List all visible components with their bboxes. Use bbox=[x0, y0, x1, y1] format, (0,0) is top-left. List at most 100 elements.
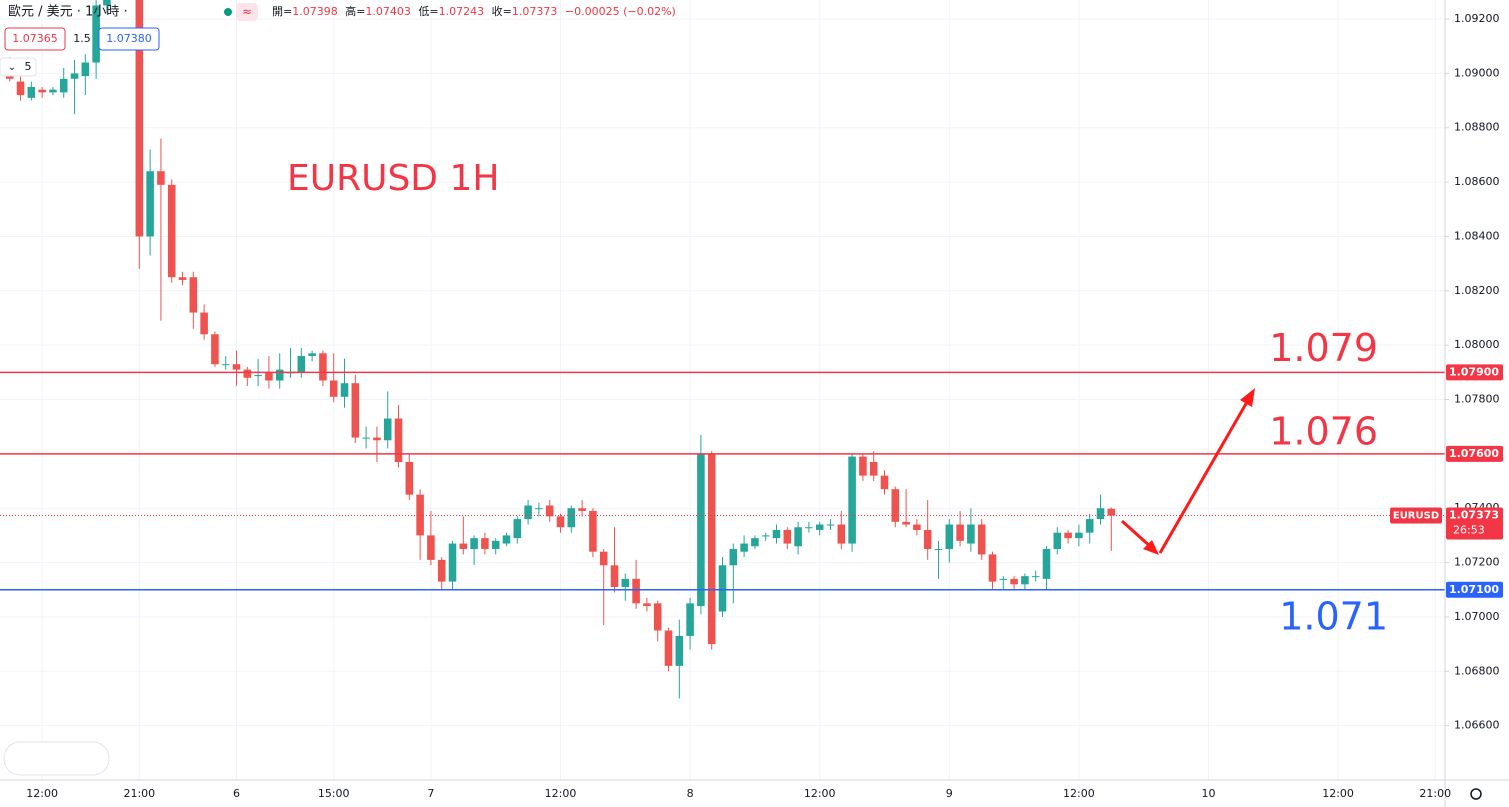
sell-button[interactable] bbox=[4, 27, 66, 51]
candle-body bbox=[59, 78, 68, 93]
x-tick-label: 9 bbox=[946, 787, 953, 800]
candle-body bbox=[1053, 532, 1062, 549]
candle-body bbox=[491, 540, 500, 549]
candle-body bbox=[956, 524, 964, 541]
ohlc: 開=1.07398 高=1.07403 低=1.07243 收=1.07373 … bbox=[272, 4, 676, 18]
candle-body bbox=[297, 356, 306, 373]
candle-body bbox=[254, 375, 262, 377]
candle-body bbox=[383, 418, 392, 441]
candle-body bbox=[351, 383, 360, 438]
symbol-box bbox=[1390, 507, 1442, 524]
candle-body bbox=[146, 171, 154, 237]
symbol-label: EURUSD bbox=[1393, 511, 1439, 522]
buy-button[interactable] bbox=[98, 27, 160, 51]
candle-body bbox=[481, 538, 489, 549]
candle-body bbox=[1064, 532, 1072, 539]
x-tick-label: 10 bbox=[1201, 787, 1215, 800]
candle-body bbox=[405, 462, 414, 495]
indicators-count[interactable]: 5 bbox=[25, 60, 32, 73]
candle-body bbox=[103, 0, 111, 6]
candle-body bbox=[772, 529, 781, 539]
candle-body bbox=[740, 543, 748, 552]
x-tick-label: 6 bbox=[233, 787, 240, 800]
buy-price[interactable]: 1.07380 bbox=[106, 32, 152, 45]
close: 1.07373 bbox=[512, 5, 558, 18]
arrow-down bbox=[1120, 519, 1154, 550]
candle-body bbox=[513, 519, 522, 539]
candle-body bbox=[416, 494, 424, 536]
level-annotation: 1.079 bbox=[1269, 326, 1378, 370]
candle-body bbox=[805, 527, 813, 529]
candle-body bbox=[761, 535, 770, 537]
candle-body bbox=[189, 277, 198, 313]
candle-body bbox=[934, 548, 943, 550]
candle-body bbox=[1031, 576, 1040, 578]
candle-body bbox=[589, 510, 597, 552]
level-axis-label: 1.07900 bbox=[1449, 365, 1499, 378]
chart-title: EURUSD 1H bbox=[287, 158, 499, 199]
level-axis-label: 1.07600 bbox=[1449, 447, 1499, 460]
candle-body bbox=[707, 453, 716, 645]
spread: 1.5 bbox=[73, 32, 91, 45]
candle-body bbox=[178, 277, 187, 280]
settings-icon[interactable] bbox=[1470, 788, 1482, 800]
candle-body bbox=[1107, 508, 1116, 516]
candle-body bbox=[308, 353, 316, 357]
candle-body bbox=[599, 551, 608, 566]
x-tick-label: 8 bbox=[687, 787, 694, 800]
symbol: 歐元 / 美元 · 1小時 · bbox=[8, 5, 128, 20]
y-tick-label: 1.08000 bbox=[1454, 338, 1500, 351]
candle-body bbox=[167, 184, 176, 278]
indicators-toggle[interactable] bbox=[0, 57, 37, 77]
x-tick-label: 15:00 bbox=[318, 787, 350, 800]
candle-body bbox=[470, 538, 478, 549]
candle-body bbox=[27, 86, 36, 98]
candle-body bbox=[49, 89, 57, 93]
y-tick-label: 1.08400 bbox=[1454, 229, 1500, 242]
candle-body bbox=[794, 527, 802, 547]
low-label: 低= bbox=[418, 5, 438, 18]
y-tick-label: 1.09000 bbox=[1454, 66, 1500, 79]
candle-body bbox=[329, 380, 338, 397]
candle-body bbox=[751, 538, 759, 547]
candle-body bbox=[448, 543, 457, 582]
candle-body bbox=[340, 383, 349, 397]
y-tick-label: 1.07000 bbox=[1454, 610, 1500, 623]
high-label: 高= bbox=[345, 4, 365, 18]
level-axis-box bbox=[1446, 445, 1503, 462]
candle-body bbox=[697, 453, 705, 607]
candle-body bbox=[815, 524, 824, 530]
candle-body bbox=[16, 81, 25, 96]
candle-body bbox=[524, 505, 532, 520]
x-tick-label: 12:00 bbox=[804, 787, 836, 800]
candle-body bbox=[923, 529, 932, 549]
arrow-head bbox=[1240, 388, 1255, 407]
chevron[interactable]: ⌄ bbox=[8, 62, 16, 73]
y-tick-label: 1.09200 bbox=[1454, 12, 1500, 25]
candle-body bbox=[1075, 532, 1083, 539]
level-axis-label: 1.07100 bbox=[1449, 583, 1499, 596]
candle-body bbox=[826, 524, 835, 526]
high: 1.07403 bbox=[365, 5, 411, 18]
x-tick-label: 12:00 bbox=[545, 787, 577, 800]
arrows bbox=[1120, 388, 1255, 555]
close-label: 收= bbox=[492, 4, 512, 18]
candle-body bbox=[643, 603, 651, 607]
candle-body bbox=[319, 353, 327, 381]
candle-body bbox=[977, 524, 986, 555]
countdown: 26:53 bbox=[1453, 524, 1485, 537]
candle-body bbox=[1042, 548, 1051, 579]
candle-body bbox=[880, 475, 889, 490]
candle-body bbox=[92, 5, 100, 63]
candle-body bbox=[859, 456, 867, 476]
candle-body bbox=[610, 565, 619, 588]
candle-body bbox=[556, 516, 565, 528]
candle-body bbox=[135, 0, 144, 237]
level-axis-box bbox=[1446, 364, 1503, 381]
candle-body bbox=[200, 312, 208, 335]
candle-body bbox=[653, 603, 662, 631]
level-axis-box bbox=[1446, 581, 1503, 598]
sell-price[interactable]: 1.07365 bbox=[12, 32, 58, 45]
level-annotation: 1.071 bbox=[1279, 594, 1388, 638]
